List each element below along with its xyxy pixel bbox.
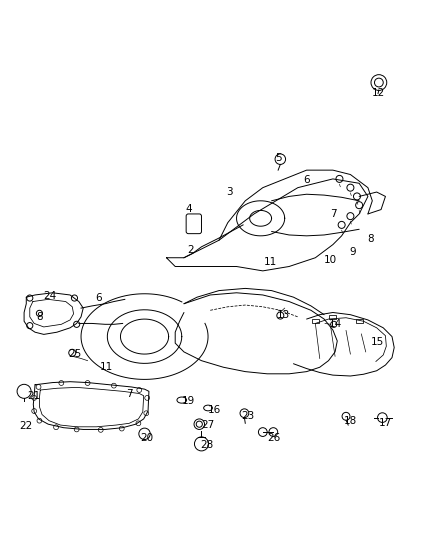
Text: 15: 15 [371, 337, 384, 347]
Text: 16: 16 [208, 405, 221, 415]
Text: 6: 6 [303, 175, 310, 185]
Text: 24: 24 [44, 291, 57, 301]
Text: 17: 17 [379, 418, 392, 429]
Text: 4: 4 [185, 204, 192, 214]
Text: 21: 21 [28, 391, 41, 401]
Text: 3: 3 [226, 187, 233, 197]
Bar [356, 319, 363, 324]
Text: 22: 22 [20, 422, 33, 431]
Text: 10: 10 [324, 255, 337, 265]
Text: 6: 6 [95, 293, 102, 303]
Text: 23: 23 [241, 411, 254, 421]
Text: 26: 26 [267, 433, 280, 443]
Text: 20: 20 [140, 433, 153, 443]
Text: 11: 11 [99, 362, 113, 372]
Bar [329, 314, 336, 319]
Text: 9: 9 [349, 247, 356, 256]
Text: 19: 19 [182, 397, 195, 406]
Text: 11: 11 [264, 257, 277, 267]
Bar [312, 319, 319, 324]
Text: 13: 13 [277, 310, 290, 320]
Text: 18: 18 [344, 416, 357, 426]
Text: 8: 8 [367, 235, 374, 244]
Text: 25: 25 [68, 349, 81, 359]
Text: 2: 2 [187, 245, 194, 255]
Text: 27: 27 [201, 420, 215, 430]
Text: 28: 28 [200, 440, 213, 450]
Text: 14: 14 [328, 319, 342, 329]
Text: 12: 12 [372, 88, 385, 99]
Text: 7: 7 [330, 209, 337, 219]
Text: 7: 7 [126, 389, 133, 399]
Text: 5: 5 [275, 153, 282, 163]
Text: 8: 8 [36, 312, 43, 322]
